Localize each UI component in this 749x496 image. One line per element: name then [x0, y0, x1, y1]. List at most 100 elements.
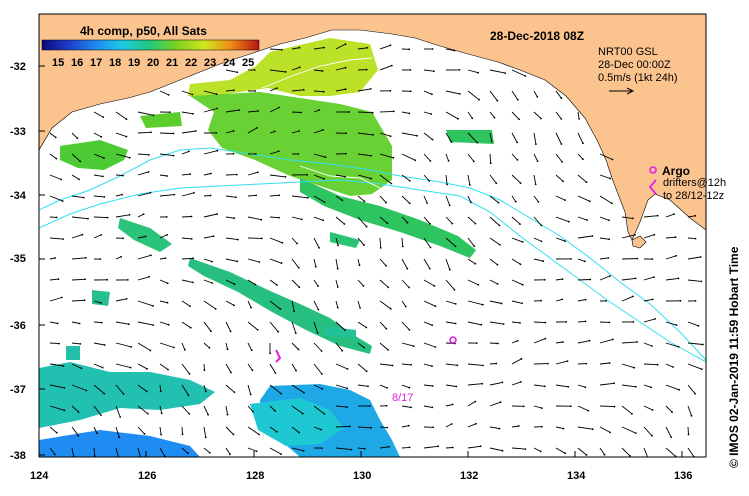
current-arrow-icon — [269, 426, 278, 433]
current-arrow-icon — [423, 258, 431, 269]
current-arrow-head — [106, 278, 109, 281]
current-arrow-head — [679, 299, 682, 302]
current-arrow-icon — [225, 237, 238, 241]
sst-patch-west — [60, 140, 128, 170]
current-arrow-head — [119, 416, 122, 418]
current-arrow-icon — [401, 111, 410, 114]
lat-tick-label: -33 — [10, 126, 26, 138]
current-arrow-icon — [445, 447, 453, 449]
current-arrow-head — [651, 434, 653, 437]
current-arrow-icon — [225, 130, 234, 134]
current-arrow-icon — [137, 153, 149, 156]
current-arrow-head — [173, 346, 175, 349]
current-arrow-icon — [489, 279, 498, 285]
current-arrow-head — [496, 263, 499, 266]
current-arrow-head — [103, 157, 105, 160]
current-arrow-head — [306, 173, 308, 176]
current-arrow-head — [477, 284, 480, 286]
current-arrow-icon — [687, 279, 702, 282]
current-arrow-head — [608, 321, 611, 324]
current-arrow-head — [702, 343, 704, 346]
current-arrow-head — [499, 401, 502, 404]
current-arrow-head — [585, 181, 588, 184]
current-arrow-head — [387, 286, 390, 289]
current-arrow-icon — [533, 132, 537, 145]
current-arrow-head — [636, 341, 638, 343]
current-arrow-icon — [489, 237, 501, 246]
current-arrow-head — [386, 387, 388, 389]
lon-tick-marks — [38, 451, 683, 457]
sst-speckle-2 — [140, 112, 182, 128]
current-arrow-icon — [511, 340, 518, 344]
current-arrow-head — [584, 298, 587, 301]
current-arrow-icon — [49, 426, 57, 434]
current-arrow-icon — [445, 216, 453, 224]
current-arrow-head — [540, 224, 543, 227]
current-arrow-head — [496, 99, 499, 102]
current-arrow-icon — [225, 363, 232, 373]
current-arrow-head — [257, 110, 259, 112]
current-arrow-head — [190, 238, 193, 240]
current-arrow-head — [323, 413, 326, 415]
current-arrow-head — [448, 204, 451, 207]
current-arrow-head — [232, 433, 235, 436]
current-arrow-head — [365, 326, 368, 329]
current-arrow-icon — [357, 88, 371, 92]
current-arrow-icon — [71, 174, 80, 180]
current-arrow-icon — [379, 446, 389, 449]
current-arrow-icon — [203, 90, 217, 95]
current-arrow-icon — [203, 384, 207, 392]
current-arrow-icon — [423, 69, 434, 72]
current-arrow-icon — [335, 258, 339, 269]
colorbar-tick: 17 — [90, 57, 102, 69]
current-arrow-icon — [379, 65, 392, 71]
current-arrow-head — [106, 216, 109, 219]
current-arrow-icon — [269, 300, 281, 310]
current-arrow-head — [341, 349, 344, 352]
current-arrow-head — [269, 352, 271, 355]
lat-tick-label: -34 — [10, 190, 27, 202]
current-arrow-icon — [511, 216, 521, 225]
current-arrow-head — [699, 256, 702, 258]
current-arrow-icon — [379, 426, 388, 429]
scale-arrow-icon — [609, 87, 635, 95]
current-arrow-head — [634, 277, 637, 280]
current-arrow-head — [386, 222, 389, 225]
current-arrow-icon — [49, 174, 62, 180]
current-arrow-head — [611, 202, 613, 205]
current-arrow-icon — [137, 384, 148, 392]
current-arrow-head — [675, 324, 678, 326]
current-arrow-icon — [49, 342, 60, 345]
current-arrow-icon — [93, 153, 105, 159]
current-arrow-icon — [115, 132, 127, 138]
current-arrow-icon — [71, 132, 78, 139]
current-arrow-head — [125, 297, 128, 300]
current-arrow-head — [277, 330, 280, 333]
current-arrow-head — [159, 390, 162, 393]
current-arrow-icon — [533, 174, 537, 185]
sst-speckle-1 — [446, 130, 494, 144]
current-arrow-icon — [203, 108, 218, 113]
current-arrow-icon — [93, 234, 102, 239]
current-arrow-head — [207, 413, 210, 416]
current-arrow-icon — [115, 321, 129, 325]
current-arrow-icon — [247, 194, 257, 197]
current-arrow-head — [348, 425, 351, 428]
current-arrow-head — [167, 368, 169, 371]
current-arrow-icon — [181, 279, 193, 283]
current-arrow-head — [540, 425, 543, 428]
current-arrow-head — [55, 216, 58, 219]
current-arrow-icon — [687, 237, 696, 240]
current-arrow-head — [229, 330, 232, 333]
current-arrow-icon — [115, 214, 130, 218]
current-arrow-icon — [511, 153, 518, 161]
current-arrow-icon — [577, 426, 593, 430]
current-arrow-head — [370, 177, 373, 180]
current-arrow-icon — [687, 447, 695, 457]
current-arrow-icon — [335, 279, 339, 288]
current-arrow-head — [212, 235, 215, 238]
current-arrow-head — [302, 449, 305, 452]
current-arrow-icon — [357, 279, 364, 287]
current-arrow-icon — [269, 69, 286, 73]
current-arrow-icon — [401, 425, 409, 428]
